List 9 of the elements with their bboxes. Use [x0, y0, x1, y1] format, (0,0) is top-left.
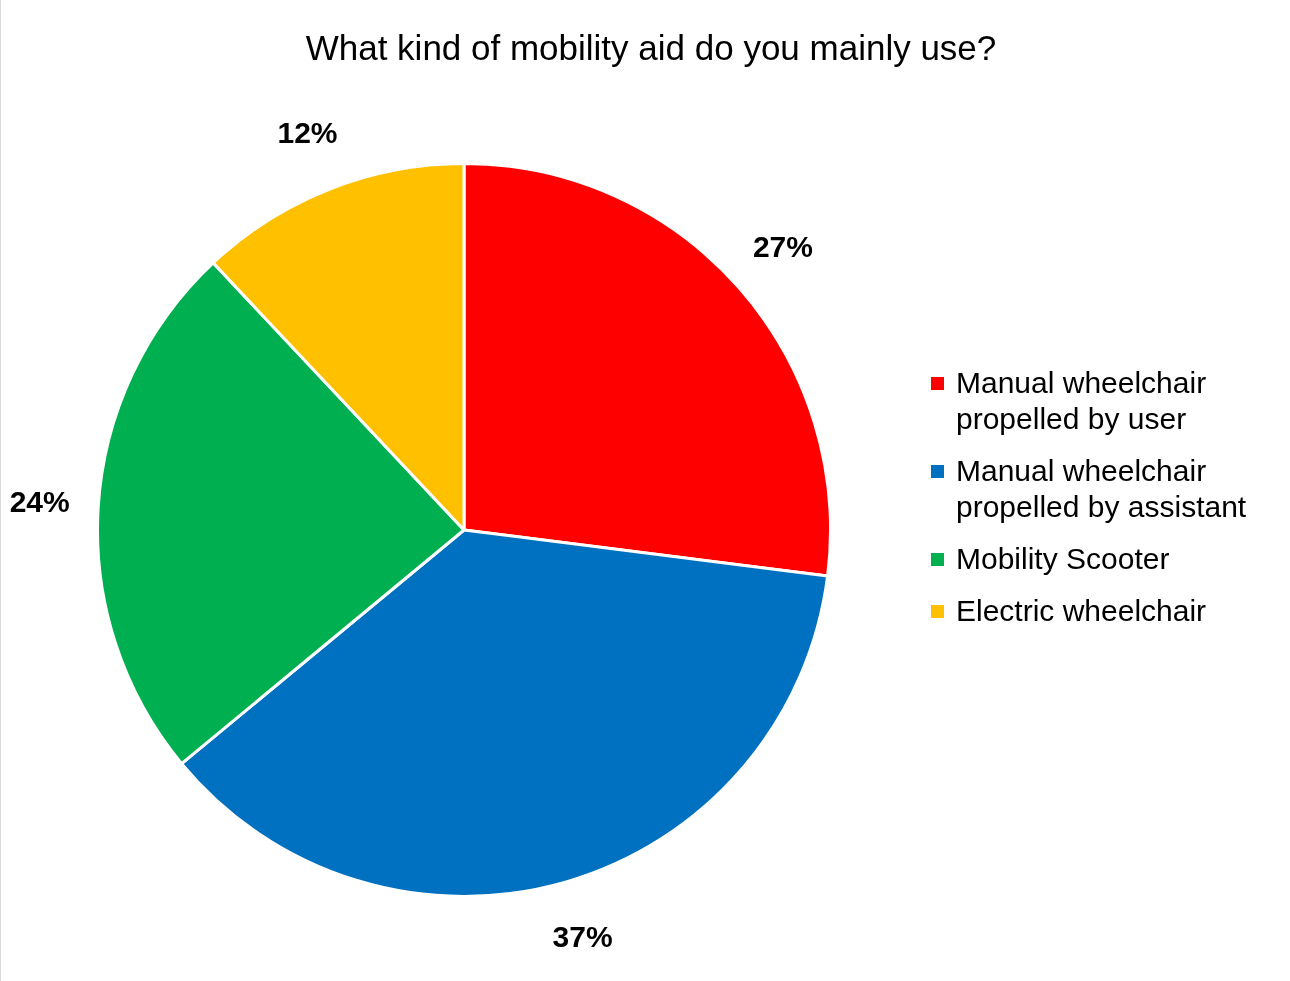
legend-label: Manual wheelchair propelled by assistant — [956, 453, 1248, 525]
data-label: 24% — [9, 484, 70, 518]
legend-label: Electric wheelchair — [956, 593, 1207, 629]
legend-label: Manual wheelchair propelled by user — [956, 365, 1208, 437]
data-label: 12% — [277, 115, 338, 149]
data-label: 27% — [752, 230, 813, 264]
legend-label: Mobility Scooter — [956, 541, 1170, 577]
chart-title: What kind of mobility aid do you mainly use? — [304, 28, 998, 68]
data-label: 37% — [552, 919, 613, 953]
